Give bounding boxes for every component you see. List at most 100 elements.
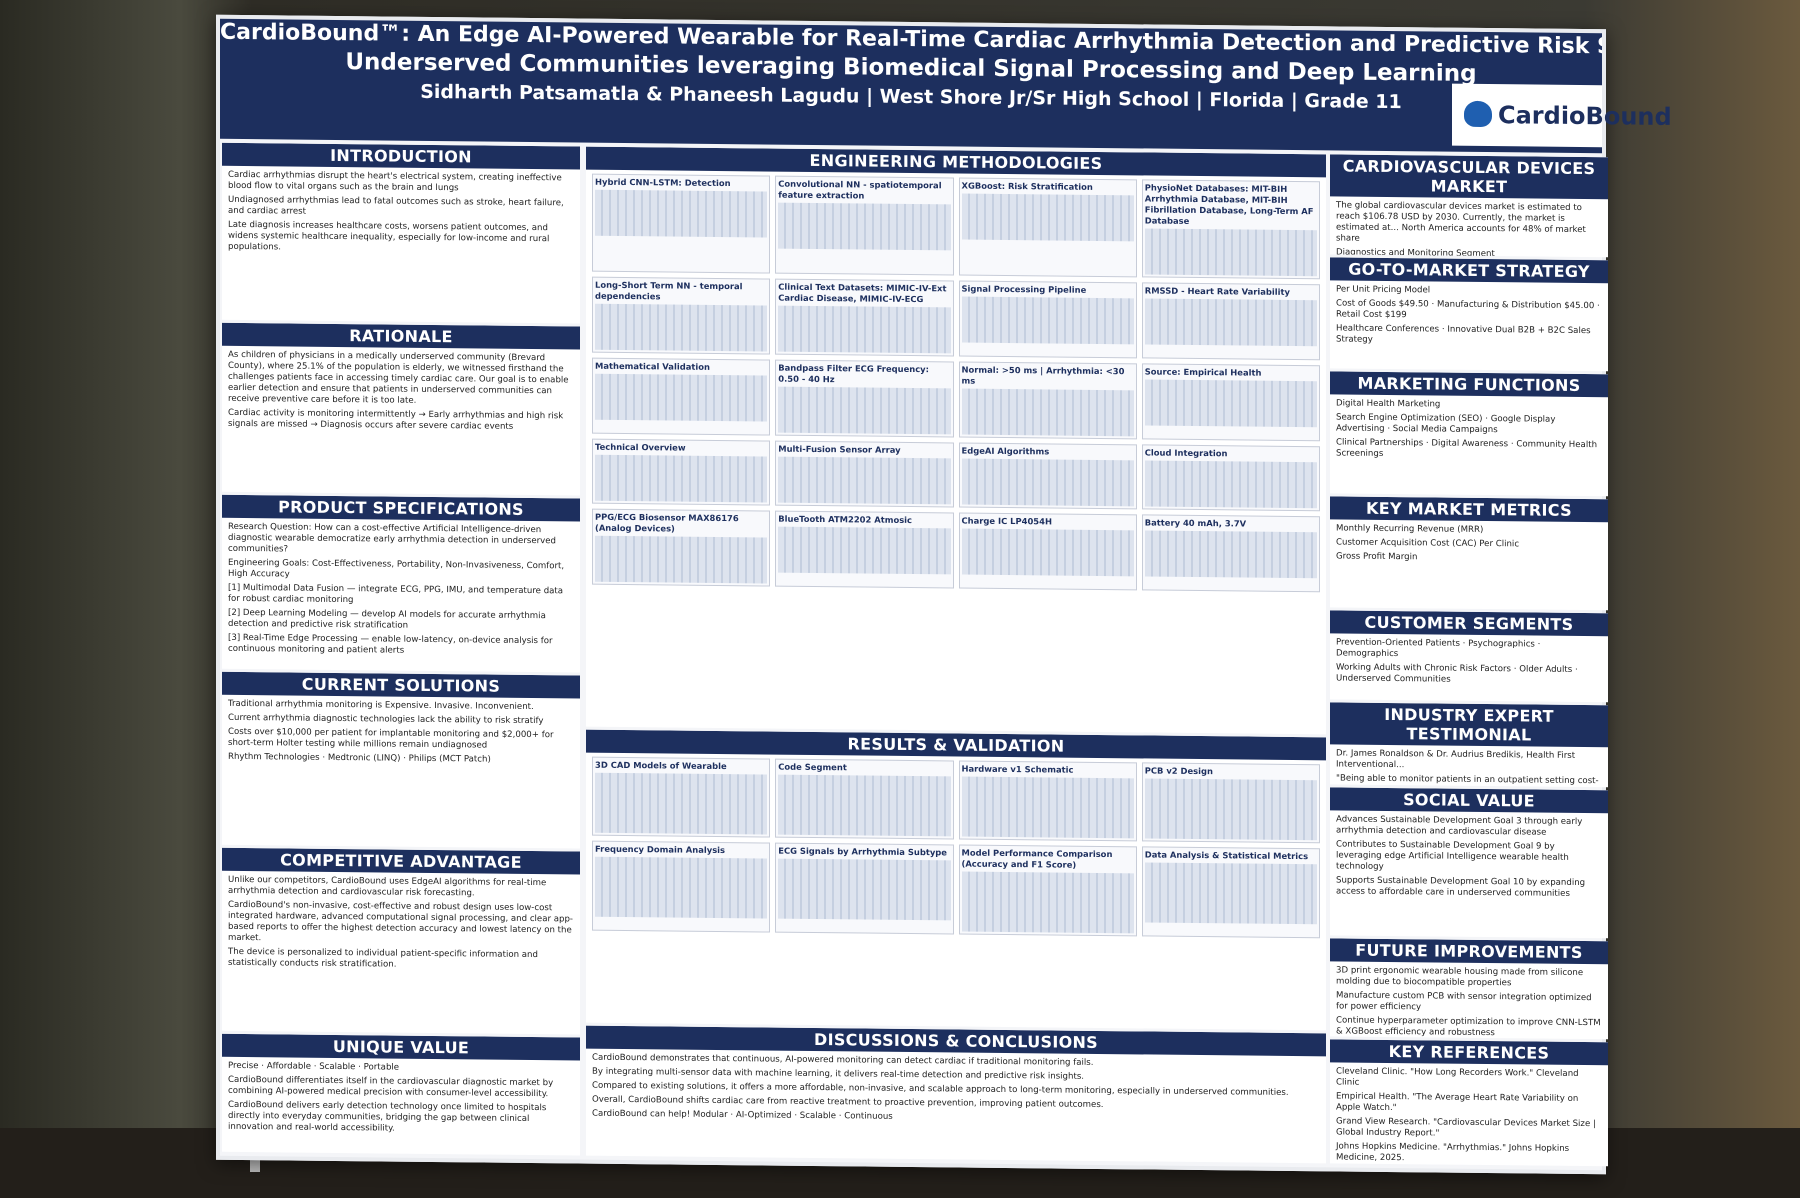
poster-header: CardioBound™: An Edge AI-Powered Wearabl… [220, 18, 1672, 154]
section-heading: FUTURE IMPROVEMENTS [1330, 938, 1608, 965]
figure-panel: Normal: >50 ms | Arrhythmia: <30 ms [958, 361, 1137, 440]
figure [778, 858, 951, 921]
panel-grid: Hybrid CNN-LSTM: Detection Convolutional … [592, 173, 1320, 593]
bullet-text: Manufacture custom PCB with sensor integ… [1336, 990, 1592, 1013]
poster: CardioBound™: An Edge AI-Powered Wearabl… [216, 14, 1672, 1175]
figure-panel: Hybrid CNN-LSTM: Detection [592, 173, 771, 274]
bullet-text: Continue hyperparameter optimization to … [1336, 1015, 1601, 1039]
figure-panel: Cloud Integration [1141, 444, 1320, 512]
bullet-text: [2] Deep Learning Modeling — develop AI … [228, 607, 546, 631]
bullet-text: Prevention-Oriented Patients · Psychogra… [1336, 637, 1541, 660]
section: RESULTS & VALIDATION 3D CAD Models of Wea… [586, 729, 1326, 1031]
bullet-text: Cardiac arrhythmias disrupt the heart's … [228, 169, 562, 194]
figure-panel: Convolutional NN - spatiotemporal featur… [775, 175, 954, 276]
section: SOCIAL VALUE Advances Sustainable Develop… [1330, 787, 1608, 939]
section-body: Hybrid CNN-LSTM: Detection Convolutional … [586, 170, 1326, 735]
figure-panel: Model Performance Comparison (Accuracy a… [958, 844, 1137, 937]
figure-panel: Bandpass Filter ECG Frequency: 0.50 - 40… [775, 359, 954, 438]
section-body: Dr. James Ronaldson & Dr. Audrius Bredik… [1330, 744, 1608, 787]
section-body: CardioBound demonstrates that continuous… [586, 1049, 1326, 1164]
bullet-text: Supports Sustainable Development Goal 10… [1336, 875, 1586, 900]
bullet-text: Research Question: How can a cost-effect… [228, 521, 556, 555]
figure [961, 528, 1134, 577]
figure [1144, 228, 1317, 277]
section-heading: CUSTOMER SEGMENTS [1330, 610, 1608, 637]
bullet-text: CardioBound differentiates itself in the… [228, 1074, 554, 1099]
figure [1144, 530, 1317, 579]
bullet-text: Diagnostics and Monitoring Segment [1336, 247, 1495, 258]
figure [595, 189, 768, 238]
bullet-text: Costs over $10,000 per patient for impla… [228, 726, 554, 751]
section-body: Digital Health Marketing Search Engine Op… [1330, 394, 1608, 496]
figure-panel: Clinical Text Datasets: MIMIC-IV-Ext Car… [775, 278, 954, 357]
bullet-text: Search Engine Optimization (SEO) · Googl… [1336, 412, 1556, 436]
figure-panel: Frequency Domain Analysis [592, 840, 771, 933]
figure [961, 193, 1134, 242]
figure-panel: EdgeAI Algorithms [958, 442, 1137, 510]
section-body: Per Unit Pricing Model Cost of Goods $49.… [1330, 280, 1608, 371]
section-body: Research Question: How can a cost-effect… [222, 518, 580, 673]
figure-panel: ECG Signals by Arrhythmia Subtype [775, 842, 954, 935]
figure-panel: PCB v2 Design [1141, 762, 1320, 844]
bullet-text: [3] Real-Time Edge Processing — enable l… [228, 632, 553, 656]
bullet-text: Clinical Partnerships · Digital Awarenes… [1336, 437, 1598, 459]
figure-panel: Code Segment [775, 758, 954, 840]
section: KEY MARKET METRICS Monthly Recurring Reve… [1330, 496, 1608, 611]
bullet-text: Current arrhythmia diagnostic technologi… [228, 712, 544, 727]
figure [961, 776, 1134, 839]
bullet-text: The global cardiovascular devices market… [1336, 200, 1586, 244]
section-body: Advances Sustainable Development Goal 3 … [1330, 811, 1608, 939]
bullet-text: Monthly Recurring Revenue (MRR) [1336, 523, 1484, 536]
section: FUTURE IMPROVEMENTS 3D print ergonomic we… [1330, 938, 1608, 1039]
section: MARKETING FUNCTIONS Digital Health Market… [1330, 371, 1608, 497]
figure [778, 774, 951, 837]
section-heading: KEY REFERENCES [1330, 1038, 1608, 1065]
section-heading: GO-TO-MARKET STRATEGY [1330, 257, 1608, 284]
logo: CardioBound [1452, 83, 1672, 148]
figure [961, 388, 1134, 437]
section-body: The global cardiovascular devices market… [1330, 196, 1608, 257]
section-body: 3D CAD Models of Wearable Code Segment Har… [586, 753, 1326, 1031]
section: DISCUSSIONS & CONCLUSIONS CardioBound dem… [586, 1025, 1326, 1164]
figure [1144, 379, 1317, 428]
figure [778, 202, 951, 251]
figure [595, 454, 768, 503]
bullet-text: Rhythm Technologies · Medtronic (LINQ) ·… [228, 751, 491, 765]
bullet-text: As children of physicians in a medically… [228, 349, 569, 406]
bullet-text: Traditional arrhythmia monitoring is Exp… [228, 698, 534, 713]
figure-panel: PPG/ECG Biosensor MAX86176 (Analog Devic… [592, 508, 771, 587]
section: INTRODUCTION Cardiac arrhythmias disrupt … [222, 142, 580, 324]
bullet-text: [1] Multimodal Data Fusion — integrate E… [228, 582, 564, 606]
figure [961, 458, 1134, 507]
section-body: Precise · Affordable · Scalable · Portab… [222, 1057, 580, 1156]
figure-panel: PhysioNet Databases: MIT-BIH Arrhythmia … [1141, 179, 1320, 280]
bullet-text: Dr. James Ronaldson & Dr. Audrius Bredik… [1336, 748, 1576, 771]
bullet-text: Precise · Affordable · Scalable · Portab… [228, 1060, 400, 1073]
bullet-text: Healthcare Conferences · Innovative Dual… [1336, 323, 1591, 345]
figure-panel: Hardware v1 Schematic [958, 760, 1137, 842]
section: UNIQUE VALUE Precise · Affordable · Scala… [222, 1033, 580, 1156]
section-body: As children of physicians in a medically… [222, 346, 580, 496]
bullet-text: Johns Hopkins Medicine. "Arrhythmias." J… [1336, 1141, 1570, 1163]
bullet-text: Cleveland Clinic. "How Long Recorders Wo… [1336, 1066, 1579, 1088]
bullet-text: Per Unit Pricing Model [1336, 284, 1431, 296]
figure-panel: Signal Processing Pipeline [958, 280, 1137, 359]
bullet-text: CardioBound delivers early detection tec… [228, 1099, 547, 1134]
figure-panel: Multi-Fusion Sensor Array [775, 440, 954, 508]
bullet-text: Customer Acquisition Cost (CAC) Per Clin… [1336, 537, 1520, 550]
column: CARDIOVASCULAR DEVICES MARKET The global … [1330, 154, 1608, 1167]
figure [595, 303, 768, 352]
figure [595, 535, 768, 584]
section-body: Unlike our competitors, CardioBound uses… [222, 871, 580, 1034]
bullet-text: Advances Sustainable Development Goal 3 … [1336, 814, 1583, 838]
bullet-text: Digital Health Marketing [1336, 398, 1441, 410]
column: INTRODUCTION Cardiac arrhythmias disrupt … [222, 142, 580, 1156]
section: CUSTOMER SEGMENTS Prevention-Oriented Pat… [1330, 610, 1608, 703]
section-body: Cleveland Clinic. "How Long Recorders Wo… [1330, 1062, 1608, 1166]
figure [1144, 778, 1317, 841]
section-heading: CARDIOVASCULAR DEVICES MARKET [1330, 154, 1608, 200]
figure-panel: Long-Short Term NN - temporal dependenci… [592, 276, 771, 355]
figure-panel: RMSSD - Heart Rate Variability [1141, 282, 1320, 361]
section: INDUSTRY EXPERT TESTIMONIAL Dr. James Ron… [1330, 702, 1608, 788]
figure [595, 373, 768, 422]
